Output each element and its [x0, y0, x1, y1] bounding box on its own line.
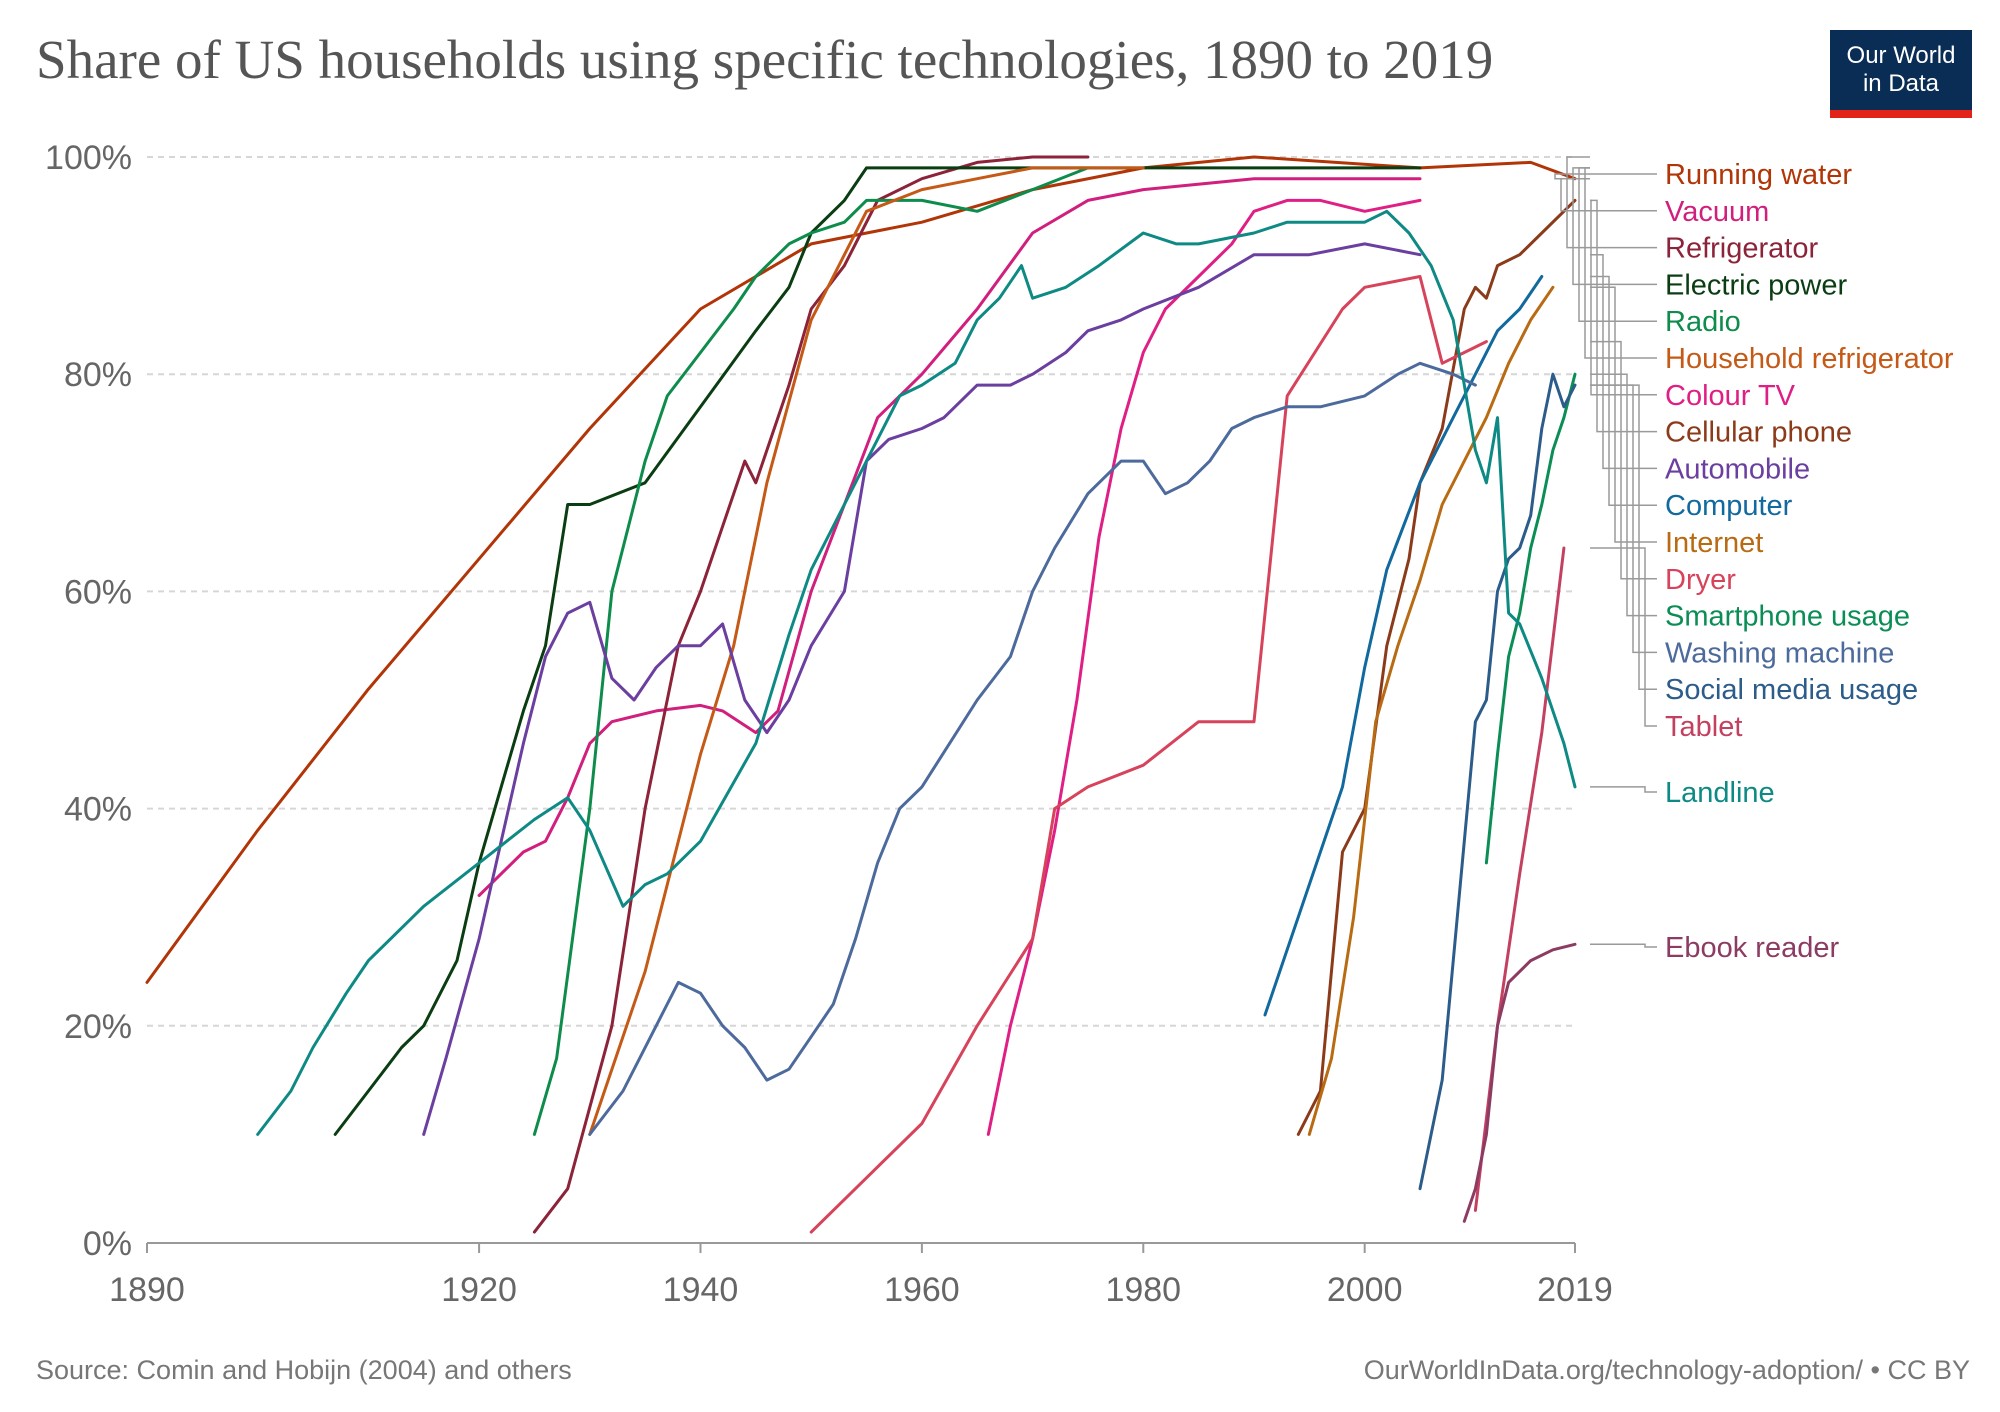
series-line-ebook-reader[interactable]	[1462, 942, 1577, 1223]
series-line-computer[interactable]	[1263, 275, 1544, 1017]
leader-line-washing-machine	[1590, 384, 1657, 654]
y-tick-label-20: 20%	[64, 1008, 132, 1046]
y-tick-label-60: 60%	[64, 573, 132, 611]
series-line-electric-power[interactable]	[333, 166, 1422, 1136]
series-line-vacuum[interactable]	[477, 177, 1422, 897]
x-tick-label-1890: 1890	[109, 1271, 185, 1309]
legend-label-household-refrigerator[interactable]: Household refrigerator	[1665, 343, 1954, 375]
leader-line-colour-tv	[1590, 199, 1657, 396]
source-note: Source: Comin and Hobijn (2004) and othe…	[36, 1355, 572, 1385]
leader-line-cellular-phone	[1590, 199, 1657, 433]
logo-accent-bar	[1830, 110, 1972, 118]
legend-label-running-water[interactable]: Running water	[1665, 159, 1852, 191]
x-tick-label-1980: 1980	[1105, 1271, 1181, 1309]
legend-label-radio[interactable]: Radio	[1665, 306, 1741, 338]
legend-label-computer[interactable]: Computer	[1665, 490, 1793, 522]
legend-label-smartphone-usage[interactable]: Smartphone usage	[1665, 601, 1910, 633]
y-tick-label-40: 40%	[64, 791, 132, 829]
x-axis: 1890 1920 1940 1960 1980 2000 2019	[109, 1242, 1613, 1309]
legend-label-colour-tv[interactable]: Colour TV	[1665, 380, 1796, 412]
series-line-radio[interactable]	[532, 166, 1090, 1136]
logo-line-2: in Data	[1862, 70, 1940, 97]
series-line-smartphone-usage[interactable]	[1484, 372, 1577, 865]
credit-link[interactable]: OurWorldInData.org/technology-adoption/ …	[1363, 1355, 1970, 1385]
legend-label-ebook-reader[interactable]: Ebook reader	[1665, 932, 1839, 964]
leader-line-social-media-usage	[1590, 384, 1657, 690]
gridlines	[147, 156, 1575, 1027]
leader-line-smartphone-usage	[1590, 373, 1657, 617]
series-line-cellular-phone[interactable]	[1296, 198, 1577, 1136]
legend-label-electric-power[interactable]: Electric power	[1665, 269, 1847, 301]
x-tick-label-2019: 2019	[1537, 1271, 1613, 1309]
leader-line-dryer	[1590, 340, 1657, 580]
leader-line-computer	[1590, 275, 1657, 506]
series-lines	[145, 155, 1577, 1234]
legend-label-washing-machine[interactable]: Washing machine	[1665, 637, 1894, 669]
series-line-social-media-usage[interactable]	[1418, 372, 1577, 1191]
series-line-internet[interactable]	[1307, 285, 1555, 1136]
y-tick-label-0: 0%	[83, 1225, 132, 1263]
x-tick-label-2000: 2000	[1327, 1271, 1403, 1309]
leader-line-tablet	[1590, 547, 1657, 727]
series-line-refrigerator[interactable]	[532, 155, 1090, 1234]
leader-line-automobile	[1590, 253, 1657, 470]
leader-line-ebook-reader	[1590, 943, 1657, 948]
series-line-household-refrigerator[interactable]	[588, 166, 1145, 1136]
leader-line-refrigerator	[1566, 156, 1657, 249]
series-line-washing-machine[interactable]	[588, 361, 1477, 1136]
leader-line-landline	[1590, 786, 1657, 793]
y-tick-label-80: 80%	[64, 356, 132, 394]
series-line-dryer[interactable]	[809, 275, 1488, 1234]
legend-label-social-media-usage[interactable]: Social media usage	[1665, 674, 1918, 706]
legend-label-vacuum[interactable]: Vacuum	[1665, 196, 1769, 228]
legend-label-refrigerator[interactable]: Refrigerator	[1665, 233, 1818, 265]
leader-line-household-refrigerator	[1584, 167, 1657, 359]
leader-line-internet	[1590, 286, 1657, 543]
chart-title: Share of US households using specific te…	[36, 29, 1494, 90]
series-line-colour-tv[interactable]	[986, 198, 1422, 1136]
owid-logo[interactable]: Our World in Data	[1830, 30, 1972, 118]
leader-line-vacuum	[1560, 177, 1657, 212]
series-line-running-water[interactable]	[145, 155, 1577, 984]
legend-label-cellular-phone[interactable]: Cellular phone	[1665, 417, 1852, 449]
x-tick-label-1940: 1940	[663, 1271, 739, 1309]
legend-label-tablet[interactable]: Tablet	[1665, 711, 1742, 743]
series-line-landline[interactable]	[256, 209, 1577, 1136]
legend-label-dryer[interactable]: Dryer	[1665, 564, 1736, 596]
legend-label-automobile[interactable]: Automobile	[1665, 453, 1810, 485]
logo-line-1: Our World	[1846, 42, 1956, 69]
x-tick-label-1920: 1920	[441, 1271, 517, 1309]
legend-label-internet[interactable]: Internet	[1665, 527, 1763, 559]
x-tick-label-1960: 1960	[884, 1271, 960, 1309]
y-tick-label-100: 100%	[45, 139, 132, 177]
legend: Running water Vacuum Refrigerator Electric …	[1554, 156, 1954, 964]
legend-label-landline[interactable]: Landline	[1665, 777, 1775, 809]
series-line-automobile[interactable]	[422, 242, 1422, 1136]
y-axis-ticks: 0% 20% 40% 60% 80% 100%	[45, 139, 132, 1263]
